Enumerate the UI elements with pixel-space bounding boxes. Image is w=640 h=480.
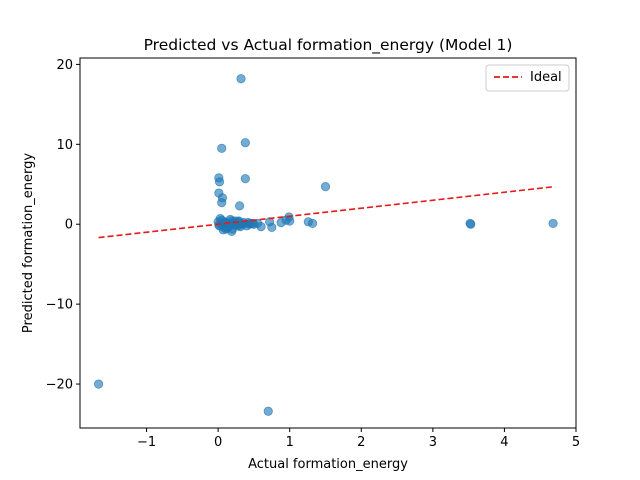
y-tick-label: 0 — [65, 218, 73, 233]
y-tick-label: 20 — [56, 58, 73, 73]
data-point — [256, 222, 266, 232]
data-point — [236, 74, 246, 84]
data-point — [267, 222, 277, 233]
legend-ideal-label: Ideal — [530, 70, 562, 85]
x-tick-label: 0 — [214, 435, 222, 450]
data-point — [320, 182, 331, 192]
chart-title: Predicted vs Actual formation_energy (Mo… — [144, 36, 513, 55]
y-tick-label: 10 — [56, 138, 73, 153]
x-tick-label: 2 — [357, 435, 365, 450]
plot-area — [94, 74, 558, 416]
legend: Ideal — [485, 64, 570, 92]
y-axis-label: Predicted formation_energy — [21, 153, 36, 333]
x-tick-label: −1 — [137, 435, 156, 450]
data-point — [240, 138, 250, 148]
data-point — [217, 143, 227, 153]
x-tick-label: 3 — [429, 435, 437, 450]
data-point — [285, 216, 295, 226]
data-point — [235, 201, 245, 211]
data-point — [308, 218, 318, 229]
x-tick-label: 5 — [572, 435, 580, 450]
x-axis-label: Actual formation_energy — [248, 457, 408, 472]
x-tick-label: 1 — [286, 435, 294, 450]
y-tick-label: −10 — [46, 298, 73, 313]
data-point — [94, 379, 104, 389]
data-point — [466, 219, 476, 229]
data-point — [548, 218, 558, 229]
y-tick-label: −20 — [46, 378, 73, 393]
data-point — [240, 174, 250, 184]
x-tick-label: 4 — [500, 435, 508, 450]
axes-frame — [79, 57, 577, 429]
data-point — [214, 177, 225, 187]
legend-box — [485, 64, 570, 92]
ideal-line — [98, 186, 554, 239]
data-point — [235, 222, 245, 232]
data-point — [217, 198, 227, 208]
data-point — [263, 406, 273, 416]
data-point — [245, 219, 255, 229]
